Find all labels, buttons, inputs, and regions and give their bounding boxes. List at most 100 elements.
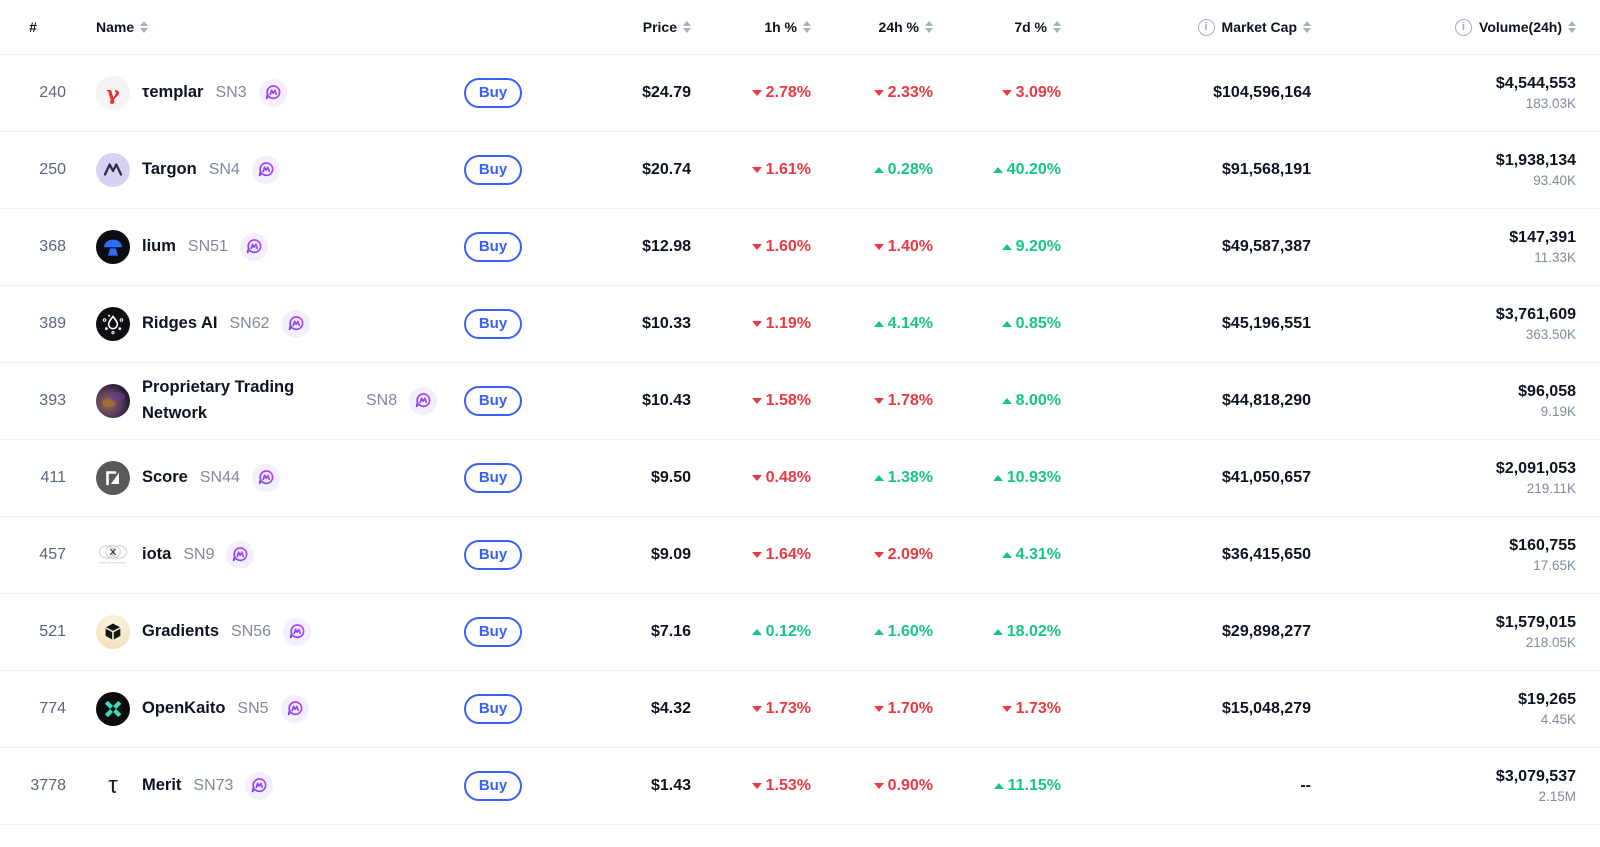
- change-24h: 2.09%: [811, 546, 933, 564]
- subnet-label: SN51: [187, 238, 228, 255]
- volume-base: 218.05K: [1525, 635, 1576, 650]
- chat-bubble-icon[interactable]: [409, 387, 438, 415]
- chat-bubble-icon[interactable]: [245, 772, 274, 800]
- sort-arrows-icon[interactable]: [1053, 21, 1061, 33]
- merit-logo-icon: τ: [108, 772, 118, 799]
- header-price[interactable]: Price: [541, 19, 691, 35]
- table-row[interactable]: 457 macrocosmos iota SN9 Buy $9.09 1.64%…: [0, 517, 1600, 594]
- buy-button[interactable]: Buy: [463, 463, 523, 493]
- name-cell[interactable]: Proprietary Trading Network SN8: [66, 375, 445, 426]
- buy-button[interactable]: Buy: [463, 694, 523, 724]
- change-direction-icon: [992, 629, 1003, 635]
- sort-arrows-icon[interactable]: [1303, 21, 1311, 33]
- volume-usd: $96,058: [1518, 383, 1576, 400]
- header-rank[interactable]: #: [0, 19, 66, 35]
- coin-name: Merit: [142, 776, 182, 795]
- table-row[interactable]: 521 Gradients SN56 Buy $7.16 0.12% 1.60%…: [0, 594, 1600, 671]
- table-row[interactable]: 393 Proprietary Trading Network SN8 Buy …: [0, 363, 1600, 440]
- volume-base: 93.40K: [1533, 173, 1576, 188]
- sort-arrows-icon[interactable]: [140, 21, 149, 33]
- sort-arrows-icon[interactable]: [803, 21, 811, 33]
- change-direction-icon: [751, 629, 762, 635]
- chat-bubble-icon[interactable]: [251, 156, 280, 184]
- chat-bubble-icon[interactable]: [239, 233, 268, 261]
- buy-button[interactable]: Buy: [463, 309, 523, 339]
- change-7d-value: 4.31%: [1015, 546, 1061, 563]
- table-body: 240 γ τemplar SN3 Buy $24.79 2.78% 2.33%…: [0, 55, 1600, 825]
- table-row[interactable]: 240 γ τemplar SN3 Buy $24.79 2.78% 2.33%…: [0, 55, 1600, 132]
- sort-arrows-icon[interactable]: [683, 21, 691, 33]
- chat-bubble-icon[interactable]: [251, 464, 280, 492]
- change-1h-value: 1.64%: [765, 546, 811, 563]
- chat-bubble-icon[interactable]: [226, 541, 255, 569]
- sort-arrows-icon[interactable]: [1568, 21, 1576, 33]
- change-7d-value: 40.20%: [1006, 161, 1061, 178]
- subnet-label: SN8: [366, 392, 398, 409]
- change-7d: 11.15%: [933, 777, 1061, 795]
- market-cap: $41,050,657: [1222, 469, 1311, 486]
- buy-button[interactable]: Buy: [463, 386, 523, 416]
- volume-base: 183.03K: [1525, 96, 1576, 111]
- info-icon[interactable]: [1197, 18, 1215, 36]
- chat-bubble-icon[interactable]: [283, 618, 312, 646]
- header-1h[interactable]: 1h %: [691, 19, 811, 35]
- change-24h-value: 0.28%: [887, 161, 933, 178]
- price: $20.74: [642, 161, 691, 178]
- svg-text:macrocosmos: macrocosmos: [99, 561, 126, 565]
- table-row[interactable]: 389 Ridges AI SN62 Buy $10.33 1.19% 4.14…: [0, 286, 1600, 363]
- table-row[interactable]: 368 lium SN51 Buy $12.98 1.60% 1.40% 9.2…: [0, 209, 1600, 286]
- change-24h-value: 4.14%: [887, 315, 933, 332]
- subnet-label: SN62: [229, 315, 270, 332]
- change-7d: 10.93%: [933, 469, 1061, 487]
- name-cell[interactable]: macrocosmos iota SN9: [66, 538, 445, 572]
- chat-bubble-icon[interactable]: [258, 79, 287, 107]
- targon-logo-icon: [96, 153, 130, 187]
- name-cell[interactable]: Gradients SN56: [66, 615, 445, 649]
- table-row[interactable]: 411 Score SN44 Buy $9.50 0.48% 1.38% 10.…: [0, 440, 1600, 517]
- rank: 521: [39, 623, 66, 640]
- name-cell[interactable]: lium SN51: [66, 230, 445, 264]
- lium-logo-icon: [96, 230, 130, 264]
- buy-button[interactable]: Buy: [463, 155, 523, 185]
- chat-bubble-icon[interactable]: [281, 310, 310, 338]
- sort-arrows-icon[interactable]: [925, 21, 933, 33]
- info-icon[interactable]: [1455, 18, 1473, 36]
- rank: 240: [39, 84, 66, 101]
- chat-bubble-icon[interactable]: [280, 695, 309, 723]
- rank: 411: [40, 469, 66, 486]
- buy-button[interactable]: Buy: [463, 78, 523, 108]
- header-market-cap[interactable]: Market Cap: [1061, 18, 1311, 36]
- name-cell[interactable]: Score SN44: [66, 461, 445, 495]
- buy-button[interactable]: Buy: [463, 771, 523, 801]
- subnet-label: SN5: [237, 700, 269, 717]
- header-name-label: Name: [96, 19, 135, 35]
- buy-button[interactable]: Buy: [463, 232, 523, 262]
- change-direction-icon: [1001, 90, 1012, 96]
- table-row[interactable]: 3778 τ Merit SN73 Buy $1.43 1.53% 0.90% …: [0, 748, 1600, 825]
- openkaito-logo-icon: [96, 692, 130, 726]
- buy-button[interactable]: Buy: [463, 617, 523, 647]
- header-7d[interactable]: 7d %: [933, 19, 1061, 35]
- name-cell[interactable]: Targon SN4: [66, 153, 445, 187]
- name-cell[interactable]: OpenKaito SN5: [66, 692, 445, 726]
- table-row[interactable]: 774 OpenKaito SN5 Buy $4.32 1.73% 1.70% …: [0, 671, 1600, 748]
- table-row[interactable]: 250 Targon SN4 Buy $20.74 1.61% 0.28% 40…: [0, 132, 1600, 209]
- header-name[interactable]: Name: [66, 19, 445, 35]
- market-cap: $29,898,277: [1222, 623, 1311, 640]
- header-24h[interactable]: 24h %: [811, 19, 933, 35]
- header-volume[interactable]: Volume(24h): [1311, 18, 1576, 36]
- name-cell[interactable]: γ τemplar SN3: [66, 76, 445, 110]
- change-24h: 1.78%: [811, 392, 933, 410]
- name-cell[interactable]: τ Merit SN73: [66, 769, 445, 803]
- change-24h-value: 1.38%: [887, 469, 933, 486]
- coin-name: OpenKaito: [142, 699, 226, 718]
- market-cap: $104,596,164: [1213, 84, 1311, 101]
- rank: 774: [39, 700, 66, 717]
- coin-name: Gradients: [142, 622, 220, 641]
- change-direction-icon: [873, 706, 884, 712]
- change-1h: 1.58%: [691, 392, 811, 410]
- buy-button[interactable]: Buy: [463, 540, 523, 570]
- name-cell[interactable]: Ridges AI SN62: [66, 307, 445, 341]
- change-7d: 3.09%: [933, 84, 1061, 102]
- volume-usd: $4,544,553: [1495, 75, 1576, 92]
